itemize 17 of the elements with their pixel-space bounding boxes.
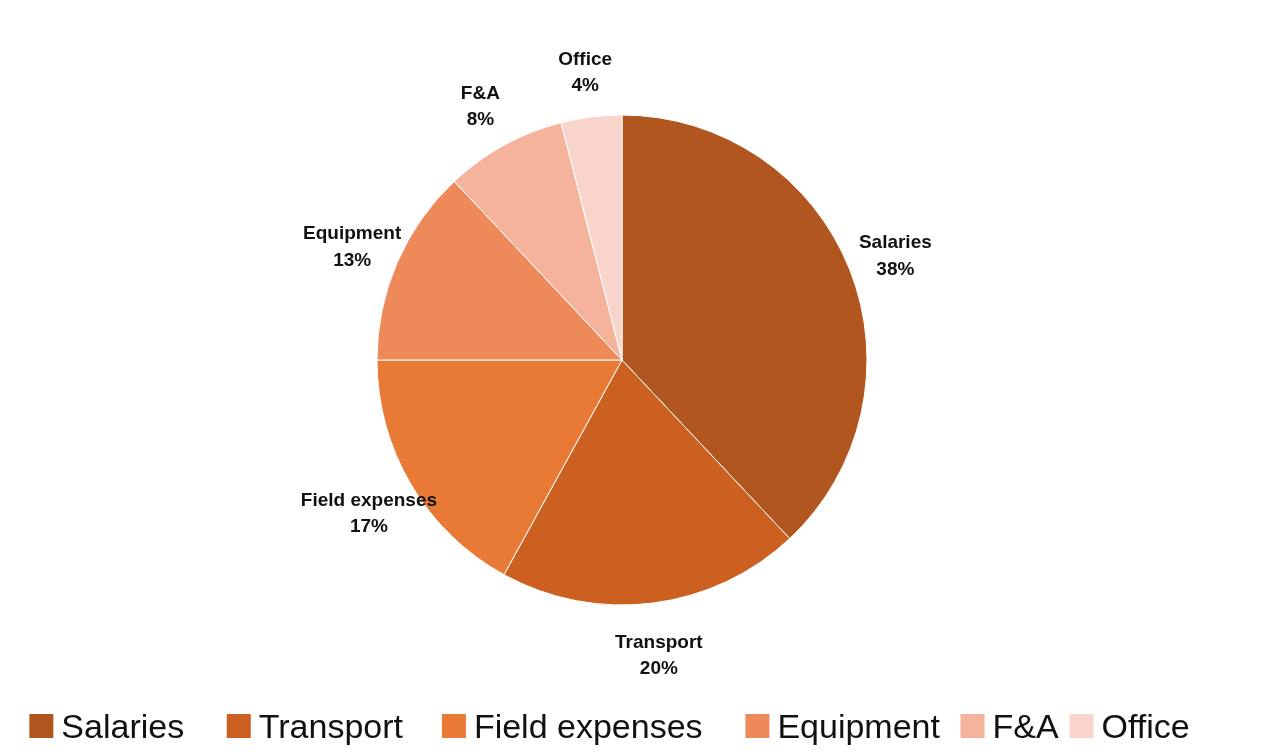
legend-label: Office [1101, 707, 1190, 745]
legend-label: Salaries [61, 707, 185, 745]
legend-label: Transport [258, 707, 404, 745]
legend-label: F&A [992, 707, 1059, 745]
data-label: 20% [639, 657, 678, 679]
slice-label: Equipment [303, 222, 402, 244]
data-label: 38% [876, 257, 915, 279]
data-label: 4% [571, 74, 599, 96]
data-label: 17% [349, 515, 389, 537]
data-label: 8% [466, 108, 495, 130]
slice-label: Office [558, 47, 613, 69]
slice-label: F&A [460, 81, 501, 103]
slice-label: Transport [615, 630, 704, 652]
legend-label: Equipment [777, 707, 941, 745]
data-label: 13% [333, 249, 372, 271]
slice-label: Salaries [858, 230, 932, 252]
legend-label: Field expenses [473, 707, 703, 745]
